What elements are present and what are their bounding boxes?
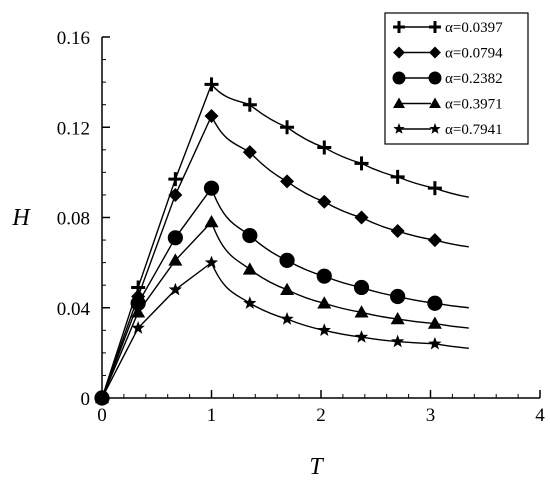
data-point	[316, 268, 332, 284]
legend-marker	[392, 71, 406, 85]
data-point	[168, 282, 183, 296]
legend-marker	[393, 97, 405, 108]
data-point	[203, 180, 220, 196]
x-tick-label: 2	[316, 405, 326, 426]
y-tick-label: 0.12	[57, 118, 90, 139]
data-point	[354, 210, 369, 225]
data-point	[279, 252, 295, 268]
x-tick-label: 3	[426, 405, 436, 426]
legend-label: α=0.2382	[445, 71, 503, 87]
data-point	[390, 169, 405, 184]
x-tick-label: 1	[207, 405, 217, 426]
data-point	[243, 296, 257, 309]
data-point	[317, 194, 332, 209]
data-point	[242, 97, 257, 112]
data-point	[280, 174, 295, 189]
legend-marker	[428, 71, 442, 85]
series-line-rise	[101, 187, 213, 399]
legend-label: α=0.7941	[445, 122, 503, 138]
legend-marker	[393, 123, 405, 134]
data-point	[280, 312, 294, 325]
data-point	[204, 255, 219, 269]
data-point	[390, 334, 405, 348]
y-tick-label: 0.08	[57, 209, 90, 230]
series-line-rise	[101, 262, 212, 399]
y-axis-title: H	[11, 205, 31, 231]
y-tick-label: 0.04	[57, 299, 91, 320]
data-point	[427, 316, 442, 329]
data-point	[130, 295, 146, 311]
legend-label: α=0.0794	[445, 46, 503, 62]
legend-marker	[429, 46, 441, 59]
data-point	[280, 120, 295, 135]
data-point	[168, 187, 183, 202]
axes	[101, 36, 541, 399]
data-point	[427, 233, 442, 248]
legend-marker	[429, 21, 441, 33]
data-point	[242, 145, 257, 160]
legend-label: α=0.3971	[445, 97, 503, 113]
y-tick-label: 0.16	[57, 28, 90, 49]
series-line-rise	[101, 84, 213, 399]
data-point	[317, 140, 332, 155]
data-point	[428, 336, 442, 350]
x-tick-label: 0	[97, 405, 107, 426]
tick-labels: 0 1 2 3 4 0 0.04 0.08 0.12 0.16	[57, 28, 546, 426]
data-point	[168, 253, 183, 266]
data-point	[390, 224, 405, 239]
legend-marker	[393, 21, 405, 33]
data-point	[242, 227, 258, 244]
data-point	[168, 172, 183, 187]
data-point	[354, 305, 369, 318]
data-point	[242, 262, 257, 275]
y-tick-label: 0	[81, 389, 91, 410]
data-point	[131, 321, 145, 334]
data-point	[204, 77, 219, 92]
x-axis-title: T	[309, 454, 324, 480]
legend-marker	[429, 97, 441, 108]
data-point	[427, 181, 442, 196]
series-line-decay	[210, 187, 469, 309]
data-point	[354, 156, 369, 171]
legend-label: α=0.0397	[445, 20, 503, 36]
data-point	[354, 330, 369, 343]
x-tick-label: 4	[535, 405, 545, 426]
series-line-rise	[101, 221, 213, 399]
series-line-rise	[101, 115, 213, 399]
data-point	[390, 288, 406, 305]
data-point	[390, 312, 405, 325]
data-point	[353, 279, 370, 296]
legend-marker	[429, 123, 441, 134]
data-point	[280, 282, 295, 295]
data-point	[317, 296, 332, 309]
legend-marker	[393, 46, 405, 59]
legend: α=0.0397 α=0.0794 α=0.2382 α=0.3971 α=0.7941	[384, 12, 529, 145]
data-point	[204, 215, 219, 228]
data-point	[204, 108, 219, 123]
data-point	[167, 230, 183, 246]
data-point	[427, 295, 443, 311]
data-point	[317, 323, 331, 336]
data-point	[131, 305, 146, 318]
